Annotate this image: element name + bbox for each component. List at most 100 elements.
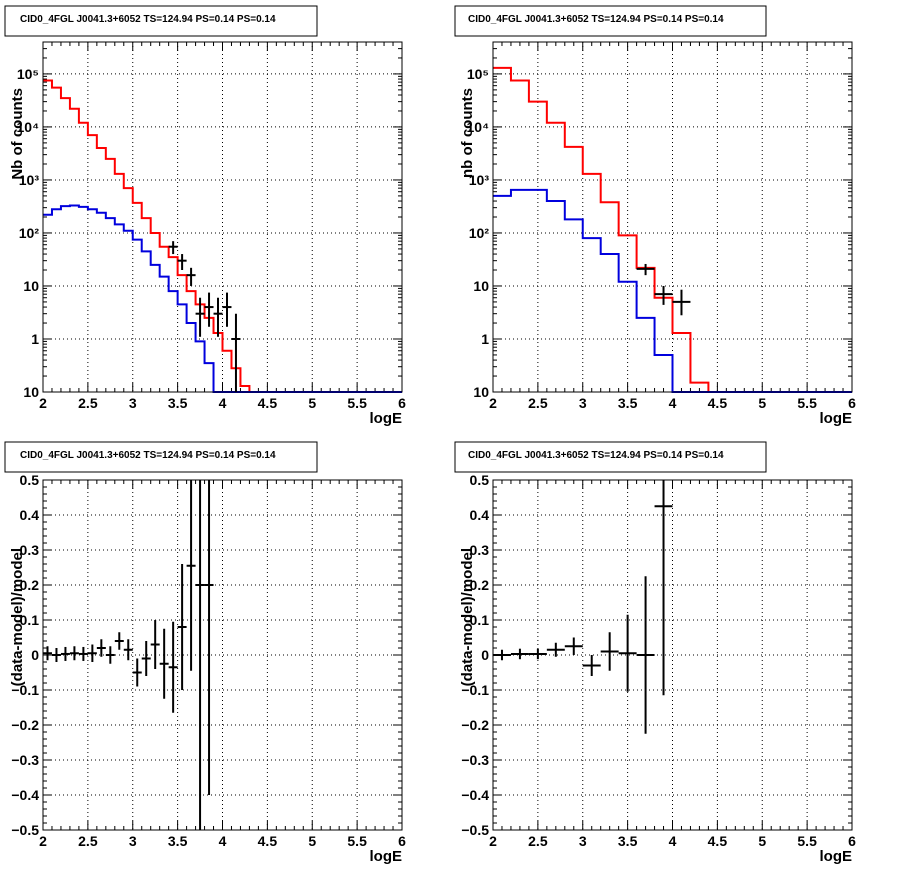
y-tick-label: 1 — [31, 331, 39, 347]
y-tick-label: 10³ — [19, 172, 40, 188]
chart-title: CID0_4FGL J0041.3+6052 TS=124.94 PS=0.14… — [20, 14, 276, 25]
chart-title: CID0_4FGL J0041.3+6052 TS=124.94 PS=0.14… — [468, 14, 724, 25]
y-tick-label: −0.2 — [11, 717, 39, 733]
x-tick-label: 3 — [129, 833, 137, 849]
x-tick-label: 6 — [398, 833, 406, 849]
y-tick-label: 10⁵ — [467, 66, 489, 82]
data-point — [582, 655, 601, 676]
y-tick-label: −0.5 — [461, 822, 489, 838]
x-tick-label: 5 — [308, 833, 316, 849]
y-tick-label: 10² — [469, 225, 490, 241]
y-tick-label: −0.4 — [11, 787, 39, 803]
y-tick-label: −0.2 — [461, 717, 489, 733]
x-tick-label: 5.5 — [347, 395, 367, 411]
y-tick-label: 0.2 — [20, 577, 40, 593]
series-1 — [493, 66, 852, 393]
y-tick-label: 10⁵ — [17, 66, 39, 82]
data-point — [493, 649, 511, 661]
axis-ticks — [492, 479, 853, 831]
data-point — [528, 648, 547, 660]
chart-panel-3: 2 2.5 3 3.5 4 4.5 5 5.5 6 −0.5 −0.4 −0.3 −0.2 −0.1 0 0.… — [4, 441, 406, 865]
x-tick-label: 5 — [308, 395, 316, 411]
x-tick-label: 4.5 — [708, 395, 728, 411]
data-point — [510, 648, 529, 660]
plot-frame — [42, 41, 403, 393]
data-point — [177, 564, 187, 690]
y-tick-label: 0.4 — [20, 507, 40, 523]
y-tick-label: 0.1 — [20, 612, 40, 628]
data-point — [636, 576, 655, 734]
y-tick-label: −0.4 — [461, 787, 489, 803]
x-tick-label: 3 — [579, 833, 587, 849]
data-point — [87, 644, 97, 662]
data-point — [222, 292, 232, 327]
y-axis-label: (data-model)/model — [459, 548, 476, 686]
y-axis-label: (data-model)/model — [9, 548, 26, 686]
x-tick-label: 2.5 — [528, 833, 548, 849]
y-tick-label: 0 — [481, 647, 489, 663]
x-axis-label: logE — [370, 848, 403, 865]
histogram-step-line — [493, 66, 852, 393]
x-tick-label: 2 — [39, 395, 47, 411]
y-tick-label: 10 — [23, 278, 39, 294]
data-point — [78, 646, 88, 661]
data-point — [96, 639, 106, 657]
data-point — [141, 641, 151, 676]
data-point — [672, 289, 691, 316]
x-tick-label: 4.5 — [258, 395, 278, 411]
series-1 — [43, 79, 402, 393]
x-tick-label: 5.5 — [797, 833, 817, 849]
y-tick-label: −0.1 — [461, 682, 489, 698]
y-tick-label: 0.5 — [470, 472, 490, 488]
y-tick-label: 10³ — [469, 172, 490, 188]
y-tick-label: −0.5 — [11, 822, 39, 838]
x-tick-label: 4 — [219, 395, 227, 411]
y-tick-label: 0.2 — [470, 577, 490, 593]
x-tick-label: 5 — [758, 395, 766, 411]
plot-frame — [492, 479, 853, 831]
title-box — [4, 441, 318, 473]
y-tick-label: 10 — [473, 384, 489, 400]
data-point — [51, 648, 61, 662]
chart-panel-2: 2 2.5 3 3.5 4 4.5 5 5.5 6 10 1 10 10² 10³ 10⁴ 10⁵ logE nb… — [454, 5, 856, 427]
x-tick-label: 3 — [129, 395, 137, 411]
series-1 — [43, 480, 214, 830]
x-tick-label: 4.5 — [258, 833, 278, 849]
y-tick-label: 0 — [31, 647, 39, 663]
data-point — [150, 620, 160, 669]
data-point — [564, 637, 583, 655]
data-point — [168, 621, 178, 713]
data-point — [60, 646, 70, 661]
title-box — [4, 5, 318, 37]
data-point — [618, 614, 637, 692]
data-point — [177, 254, 187, 271]
y-tick-label: 0.1 — [470, 612, 490, 628]
title-box — [454, 441, 767, 473]
chart-title: CID0_4FGL J0041.3+6052 TS=124.94 PS=0.14… — [20, 450, 276, 461]
chart-panel-1: 2 2.5 3 3.5 4 4.5 5 5.5 6 10 1 10 10² 10³ 10⁴ 10⁵ logE Nb… — [4, 5, 406, 427]
plot-frame — [42, 479, 403, 831]
data-point — [654, 285, 673, 305]
y-tick-label: 0.4 — [470, 507, 490, 523]
data-point — [43, 646, 52, 661]
x-tick-label: 6 — [848, 833, 856, 849]
y-tick-label: −0.3 — [11, 752, 39, 768]
data-point — [195, 480, 205, 830]
y-tick-label: −0.1 — [11, 682, 39, 698]
x-tick-label: 4 — [219, 833, 227, 849]
series-3 — [168, 241, 241, 392]
x-axis-label: logE — [370, 410, 403, 427]
y-tick-label: 10 — [473, 278, 489, 294]
grid-lines — [493, 480, 852, 830]
data-point — [213, 297, 223, 337]
y-tick-label: 0.5 — [20, 472, 40, 488]
title-box — [454, 5, 767, 37]
x-tick-label: 2.5 — [528, 395, 548, 411]
data-point — [159, 628, 169, 699]
y-tick-label: 0.3 — [470, 542, 490, 558]
data-point — [204, 292, 214, 327]
y-tick-label: 10 — [23, 384, 39, 400]
y-tick-label: 10² — [19, 225, 40, 241]
